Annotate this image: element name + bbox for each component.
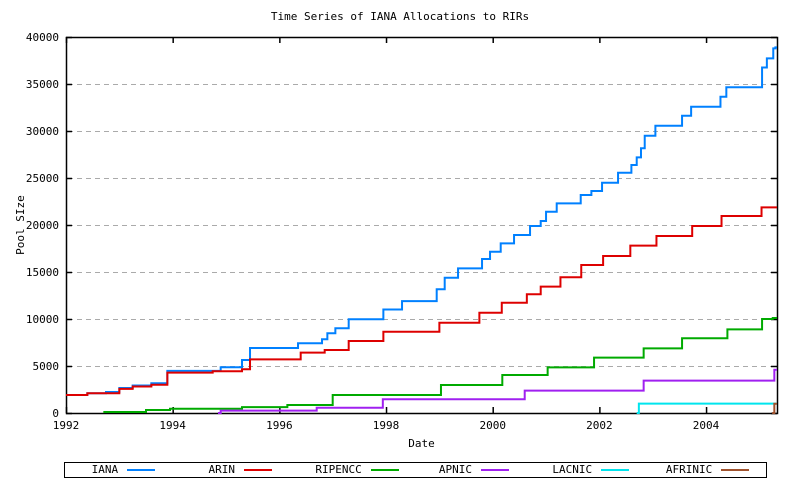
x-tick-label: 2002	[586, 419, 613, 432]
legend-label: IANA	[91, 463, 119, 476]
legend-label: AFRINIC	[665, 463, 713, 476]
series-path-afrinic	[772, 402, 777, 414]
x-tick-label: 1994	[159, 419, 186, 432]
y-tick-label: 5000	[33, 360, 60, 373]
legend-item-arin: ARIN	[182, 463, 299, 477]
legend-item-lacnic: LACNIC	[532, 463, 649, 477]
x-tick-label: 1998	[373, 419, 400, 432]
y-tick-label: 20000	[26, 219, 59, 232]
legend: IANA ARIN RIPENCC APNIC LACNIC AFRINIC	[64, 462, 767, 478]
x-tick-label: 2004	[693, 419, 720, 432]
series-path-ripencc	[103, 317, 777, 414]
legend-label: APNIC	[438, 463, 472, 476]
legend-line-swatch	[243, 469, 272, 471]
legend-label: LACNIC	[552, 463, 593, 476]
legend-line-swatch	[370, 469, 399, 471]
legend-line-swatch	[480, 469, 509, 471]
legend-item-ripencc: RIPENCC	[299, 463, 416, 477]
legend-line-swatch	[127, 469, 156, 471]
y-tick-label: 10000	[26, 313, 59, 326]
legend-label: RIPENCC	[315, 463, 362, 476]
plot-area: 0 5000 10000 15000 20000 25000 30000 35000 40000…	[26, 31, 779, 432]
x-tick-label: 2000	[479, 419, 506, 432]
y-tick-label: 0	[52, 407, 59, 420]
series-path-arin	[66, 206, 777, 396]
y-tick-label: 25000	[26, 172, 59, 185]
legend-item-apnic: APNIC	[415, 463, 532, 477]
x-tick-label: 1996	[266, 419, 293, 432]
x-axis-label: Date	[408, 437, 435, 450]
x-tick-label: 1992	[53, 419, 80, 432]
y-tick-label: 30000	[26, 125, 59, 138]
chart-title: Time Series of IANA Allocations to RIRs	[270, 10, 530, 23]
legend-item-iana: IANA	[65, 463, 182, 477]
legend-item-afrinic: AFRINIC	[649, 463, 766, 477]
y-tick-label: 40000	[26, 31, 59, 44]
series-path-iana	[66, 46, 777, 396]
series-path-lacnic	[636, 402, 777, 414]
y-tick-label: 35000	[26, 78, 59, 91]
legend-line-swatch	[721, 469, 750, 471]
series-path-apnic	[218, 368, 777, 414]
legend-line-swatch	[601, 469, 630, 471]
legend-label: ARIN	[208, 463, 235, 476]
y-tick-label: 15000	[26, 266, 59, 279]
